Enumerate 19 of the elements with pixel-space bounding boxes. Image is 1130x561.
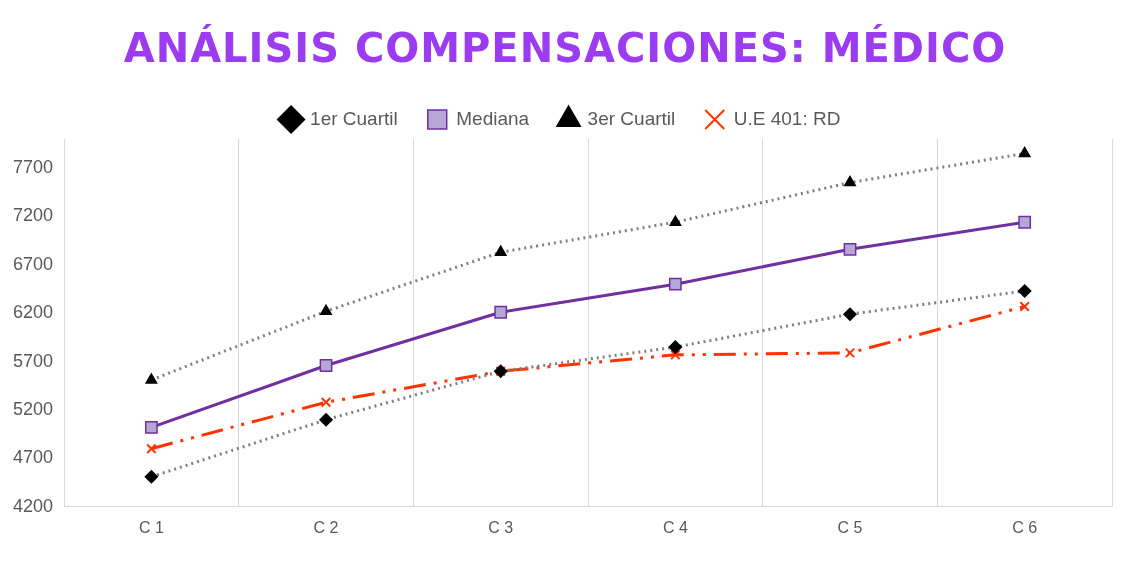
y-tick-label: 7700 [13, 157, 54, 178]
y-tick-label: 6700 [13, 253, 54, 274]
x-tick-label: C 5 [837, 518, 863, 536]
chart-title: ANÁLISIS COMPENSACIONES: MÉDICO [122, 23, 1008, 73]
legend-label: 3er Cuartil [587, 107, 676, 129]
y-tick-label: 5700 [13, 350, 54, 371]
legend-label: Mediana [456, 107, 530, 129]
legend-label: 1er Cuartil [310, 107, 398, 129]
x-tick-label: C 1 [138, 518, 164, 536]
y-tick-label: 5200 [13, 398, 54, 419]
y-tick-label: 4200 [13, 495, 54, 516]
x-tick-label: C 6 [1012, 518, 1038, 536]
x-tick-label: C 4 [662, 518, 688, 536]
x-tick-label: C 2 [313, 518, 339, 536]
y-tick-label: 7200 [13, 205, 54, 226]
legend-label: U.E 401: RD [733, 107, 841, 129]
y-tick-label: 4700 [13, 447, 54, 468]
x-tick-label: C 3 [488, 518, 514, 536]
y-tick-label: 6200 [13, 302, 54, 323]
